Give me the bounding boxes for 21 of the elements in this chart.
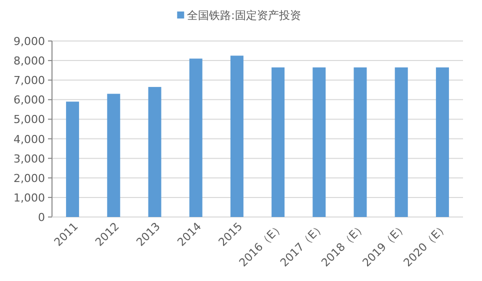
y-tick-label: 6,000 (14, 94, 45, 107)
bar (189, 58, 202, 217)
y-tick-label: 5,000 (14, 113, 45, 126)
y-tick-label: 9,000 (14, 35, 45, 48)
bar (272, 67, 285, 217)
y-tick-label: 4,000 (14, 132, 45, 146)
legend: 全国铁路:固定资产投资 (177, 9, 301, 22)
y-tick-label: 2,000 (14, 172, 45, 185)
bar (312, 67, 326, 217)
bar (436, 67, 449, 217)
y-tick-label: 1,000 (14, 191, 45, 204)
bar (230, 56, 244, 217)
bar (354, 67, 367, 217)
y-tick-label: 8,000 (14, 54, 45, 68)
bar (107, 94, 120, 217)
y-tick-label: 7,000 (14, 74, 45, 88)
bar (148, 86, 162, 217)
bar (394, 67, 408, 217)
bar (66, 102, 80, 217)
y-tick-label: 3,000 (14, 152, 45, 166)
y-tick-label: 0 (38, 211, 45, 224)
